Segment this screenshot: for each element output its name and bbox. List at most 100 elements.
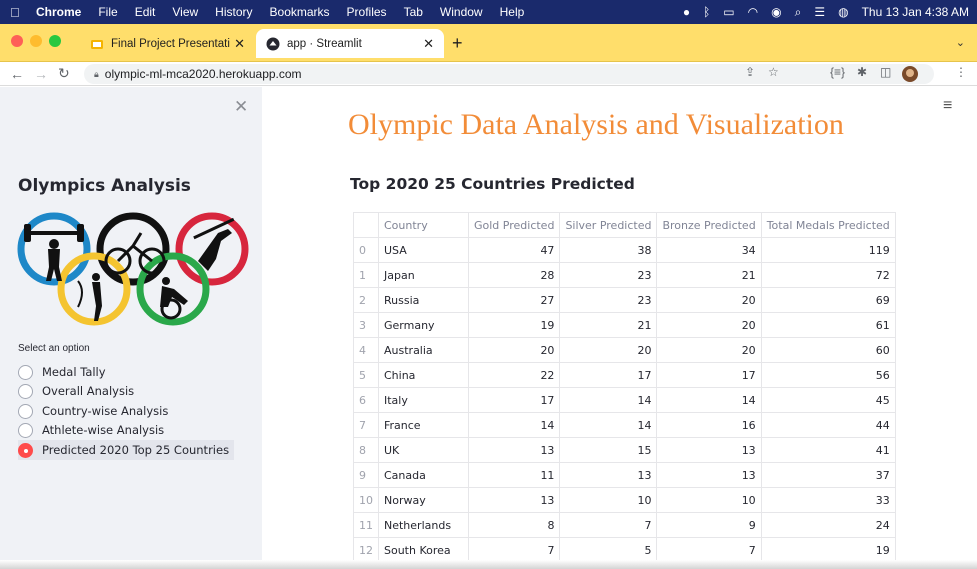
gold-cell[interactable]: 11 [467,462,561,488]
table-row[interactable]: 3 Germany 19 21 20 61 [353,312,896,338]
gold-cell[interactable]: 17 [467,387,561,413]
bluetooth-icon[interactable]: ᛒ [703,5,711,19]
kebab-menu-icon[interactable]: ⋮ [955,65,967,79]
menu-bar-clock[interactable]: Thu 13 Jan 4:38 AM [861,5,969,19]
battery-icon[interactable]: ▭ [723,5,735,19]
radio-label[interactable]: Country-wise Analysis [42,404,169,418]
table-row[interactable]: 0 USA 47 38 34 119 [353,237,896,263]
gold-cell[interactable]: 27 [467,287,561,313]
menu-help[interactable]: Help [499,5,525,19]
radio-circle[interactable] [18,383,33,399]
menu-bookmarks[interactable]: Bookmarks [269,5,330,19]
gold-cell[interactable]: 20 [467,337,561,363]
predicted-medals-table[interactable]: Country Gold Predicted Silver Predicted … [353,212,896,563]
gold-cell[interactable]: 28 [467,262,561,288]
silver-cell[interactable]: 21 [559,312,658,338]
address-bar[interactable]: 🔒︎ olympic-ml-mca2020.herokuapp.com [84,64,934,84]
country-cell[interactable]: Norway [378,487,469,513]
row-index[interactable]: 11 [353,512,379,538]
silver-cell[interactable]: 23 [559,262,658,288]
window-zoom-button[interactable] [49,35,61,47]
apple-icon[interactable]:  [10,5,26,20]
bronze-cell[interactable]: 20 [656,287,762,313]
menu-profiles[interactable]: Profiles [346,5,387,19]
bronze-cell[interactable]: 13 [656,437,762,463]
silver-cell[interactable]: 14 [559,412,658,438]
row-index[interactable]: 8 [353,437,379,463]
column-header-total[interactable]: Total Medals Predicted [760,212,896,238]
country-cell[interactable]: Netherlands [378,512,469,538]
spotlight-search-icon[interactable]: ⌕ [794,4,802,19]
table-row[interactable]: 10 Norway 13 10 10 33 [353,487,896,513]
bronze-cell[interactable]: 14 [656,387,762,413]
total-cell[interactable]: 61 [760,312,896,338]
table-row[interactable]: 12 South Korea 7 5 7 19 [353,537,896,563]
profile-avatar[interactable] [902,66,918,82]
close-icon[interactable]: ✕ [423,35,434,51]
table-row[interactable]: 11 Netherlands 8 7 9 24 [353,512,896,538]
table-row[interactable]: 9 Canada 11 13 13 37 [353,462,896,488]
total-cell[interactable]: 119 [760,237,896,263]
bronze-cell[interactable]: 20 [656,312,762,338]
close-icon[interactable]: ✕ [234,35,245,51]
tab-search-chevron-icon[interactable]: ⌄ [955,37,965,49]
menu-file[interactable]: File [98,5,118,19]
country-cell[interactable]: Germany [378,312,469,338]
lock-icon[interactable]: 🔒︎ [94,68,99,79]
window-minimize-button[interactable] [30,35,42,47]
silver-cell[interactable]: 14 [559,387,658,413]
gold-cell[interactable]: 13 [467,437,561,463]
radio-predicted-top-25[interactable]: Predicted 2020 Top 25 Countries [18,440,235,460]
radio-circle-selected[interactable] [18,442,33,458]
country-cell[interactable]: Canada [378,462,469,488]
total-cell[interactable]: 41 [760,437,896,463]
country-cell[interactable]: UK [378,437,469,463]
bronze-cell[interactable]: 16 [656,412,762,438]
user-icon[interactable]: ◉ [771,5,782,19]
silver-cell[interactable]: 15 [559,437,658,463]
gold-cell[interactable]: 19 [467,312,561,338]
radio-label[interactable]: Athlete-wise Analysis [42,423,165,437]
total-cell[interactable]: 19 [760,537,896,563]
radio-circle[interactable] [18,364,33,380]
gold-cell[interactable]: 22 [467,362,561,388]
total-cell[interactable]: 44 [760,412,896,438]
bronze-cell[interactable]: 21 [656,262,762,288]
sidepanel-icon[interactable]: ◫ [880,65,892,79]
window-close-button[interactable] [11,35,23,47]
status-app-icon[interactable]: ● [682,5,691,19]
forward-arrow-icon[interactable]: → [34,65,48,82]
menu-app-name[interactable]: Chrome [36,5,82,19]
column-header-silver[interactable]: Silver Predicted [559,212,658,238]
radio-label[interactable]: Medal Tally [42,365,106,379]
total-cell[interactable]: 45 [760,387,896,413]
silver-cell[interactable]: 5 [559,537,658,563]
share-icon[interactable]: ⇪ [745,65,756,79]
silver-cell[interactable]: 20 [559,337,658,363]
column-header-index[interactable] [353,212,379,238]
bronze-cell[interactable]: 13 [656,462,762,488]
row-index[interactable]: 12 [353,537,379,563]
table-row[interactable]: 4 Australia 20 20 20 60 [353,337,896,363]
gold-cell[interactable]: 13 [467,487,561,513]
radio-medal-tally[interactable]: Medal Tally [18,362,106,382]
column-header-bronze[interactable]: Bronze Predicted [656,212,762,238]
puzzle-extensions-icon[interactable]: ✱ [857,65,868,79]
tab-streamlit-app[interactable]: app · Streamlit ✕ [256,29,444,58]
gold-cell[interactable]: 14 [467,412,561,438]
country-cell[interactable]: China [378,362,469,388]
radio-label[interactable]: Predicted 2020 Top 25 Countries [42,443,230,457]
total-cell[interactable]: 69 [760,287,896,313]
radio-athlete-wise-analysis[interactable]: Athlete-wise Analysis [18,420,164,440]
bronze-cell[interactable]: 10 [656,487,762,513]
wifi-icon[interactable]: ◠ [747,5,759,19]
silver-cell[interactable]: 38 [559,237,658,263]
silver-cell[interactable]: 10 [559,487,658,513]
radio-overall-analysis[interactable]: Overall Analysis [18,381,134,401]
silver-cell[interactable]: 7 [559,512,658,538]
country-cell[interactable]: USA [378,237,469,263]
hamburger-menu-icon[interactable]: ≡ [943,97,953,114]
extension-icon[interactable]: {≡} [830,65,846,79]
country-cell[interactable]: France [378,412,469,438]
menu-edit[interactable]: Edit [134,5,156,19]
